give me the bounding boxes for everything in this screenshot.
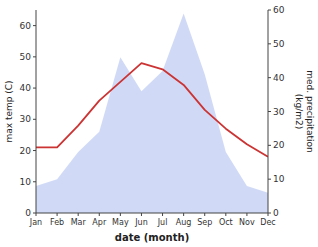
x-tick-label: Dec — [260, 218, 275, 227]
y-axis-label: max temp (C) — [4, 80, 14, 142]
y-tick-label: 20 — [20, 146, 32, 156]
x-tick-label: Jul — [157, 218, 168, 227]
chart: 0 10 20 30 40 50 60 0 10 20 30 40 50 60 Jan Feb Mar Apr Ma… — [0, 0, 318, 247]
x-tick — [78, 213, 79, 216]
x-tick — [225, 213, 226, 216]
y-tick-label: 0 — [25, 208, 31, 218]
y2-tick-label: 20 — [273, 140, 285, 150]
x-axis-label: date (month) — [115, 232, 189, 243]
y-tick — [33, 88, 36, 89]
x-tick-label: Apr — [92, 218, 107, 227]
y2-tick-label: 30 — [273, 107, 285, 117]
y-tick-label: 60 — [20, 21, 32, 31]
x-tick-label: Aug — [176, 218, 192, 227]
x-tick-label: Sep — [197, 218, 212, 227]
y-tick — [33, 119, 36, 120]
y2-tick — [268, 10, 271, 11]
x-tick — [162, 213, 163, 216]
y2-tick-label: 0 — [273, 208, 279, 218]
y-tick — [33, 181, 36, 182]
y-tick-label: 10 — [20, 177, 32, 187]
y2-tick-label: 40 — [273, 73, 285, 83]
x-tick-label: May — [112, 218, 129, 227]
x-tick-label: Mar — [71, 218, 87, 227]
y-tick — [33, 56, 36, 57]
y2-tick — [268, 43, 271, 44]
y-tick-label: 30 — [20, 114, 32, 124]
x-tick — [246, 213, 247, 216]
y-tick — [33, 25, 36, 26]
x-tick-label: Jun — [134, 218, 148, 227]
y-tick-label: 40 — [20, 83, 32, 93]
y2-axis-label-line: (kg/m2) — [294, 94, 304, 129]
x-tick — [268, 213, 269, 216]
y2-tick — [268, 179, 271, 180]
x-tick — [57, 213, 58, 216]
y2-tick — [268, 111, 271, 112]
x-tick-label: Feb — [50, 218, 64, 227]
precipitation-area — [36, 13, 268, 213]
x-tick — [183, 213, 184, 216]
x-tick — [99, 213, 100, 216]
y2-tick-label: 60 — [273, 5, 285, 15]
x-axis — [36, 213, 268, 214]
x-tick — [120, 213, 121, 216]
x-tick — [204, 213, 205, 216]
y-tick-label: 50 — [20, 52, 32, 62]
y2-axis-label-line: med. precipitation — [305, 70, 315, 152]
temperature-line — [36, 63, 268, 157]
x-tick-label: Jan — [29, 218, 42, 227]
x-tick-label: Nov — [239, 218, 255, 227]
y-axis — [36, 10, 37, 213]
y2-tick — [268, 77, 271, 78]
x-tick — [141, 213, 142, 216]
y2-axis-label: med. precipitation(kg/m2) — [294, 70, 315, 152]
x-tick-label: Oct — [219, 218, 233, 227]
y2-tick — [268, 145, 271, 146]
y2-tick-label: 10 — [273, 174, 285, 184]
plot-area — [36, 13, 268, 213]
x-tick — [36, 213, 37, 216]
y2-tick-label: 50 — [273, 39, 285, 49]
y-tick — [33, 150, 36, 151]
